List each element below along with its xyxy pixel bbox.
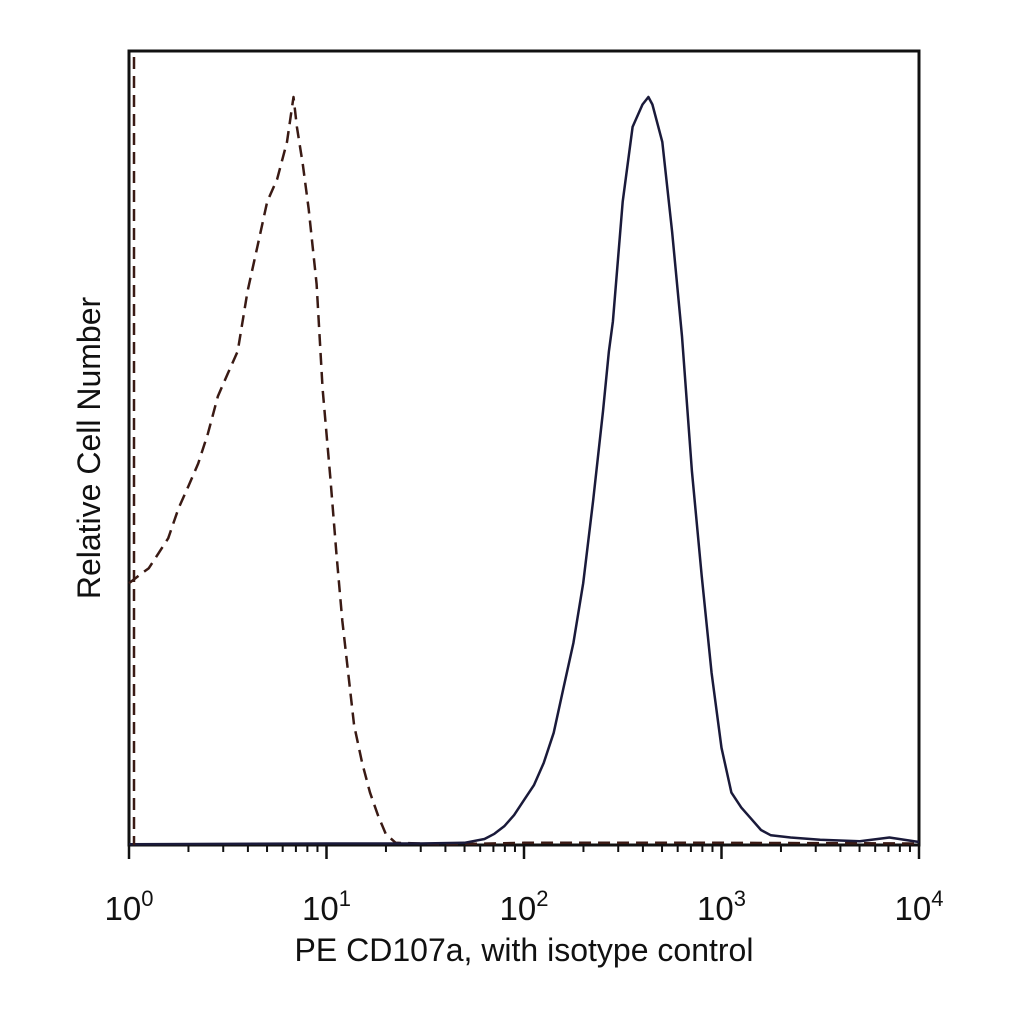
x-axis-label: PE CD107a, with isotype control xyxy=(295,932,754,968)
x-tick-label: 101 xyxy=(302,886,351,927)
y-axis-label: Relative Cell Number xyxy=(71,296,107,599)
x-tick-label: 103 xyxy=(697,886,746,927)
x-tick-label: 102 xyxy=(500,886,549,927)
x-tick-label: 104 xyxy=(895,886,944,927)
plot-area-frame xyxy=(127,49,921,847)
x-tick-label: 100 xyxy=(105,886,154,927)
histogram-series-cd107a-solid xyxy=(128,95,920,846)
series-layer xyxy=(128,57,920,846)
x-tick-layer: 100 101 102 103 104 xyxy=(105,845,944,927)
histogram-series-isotype-dashed xyxy=(128,95,920,846)
